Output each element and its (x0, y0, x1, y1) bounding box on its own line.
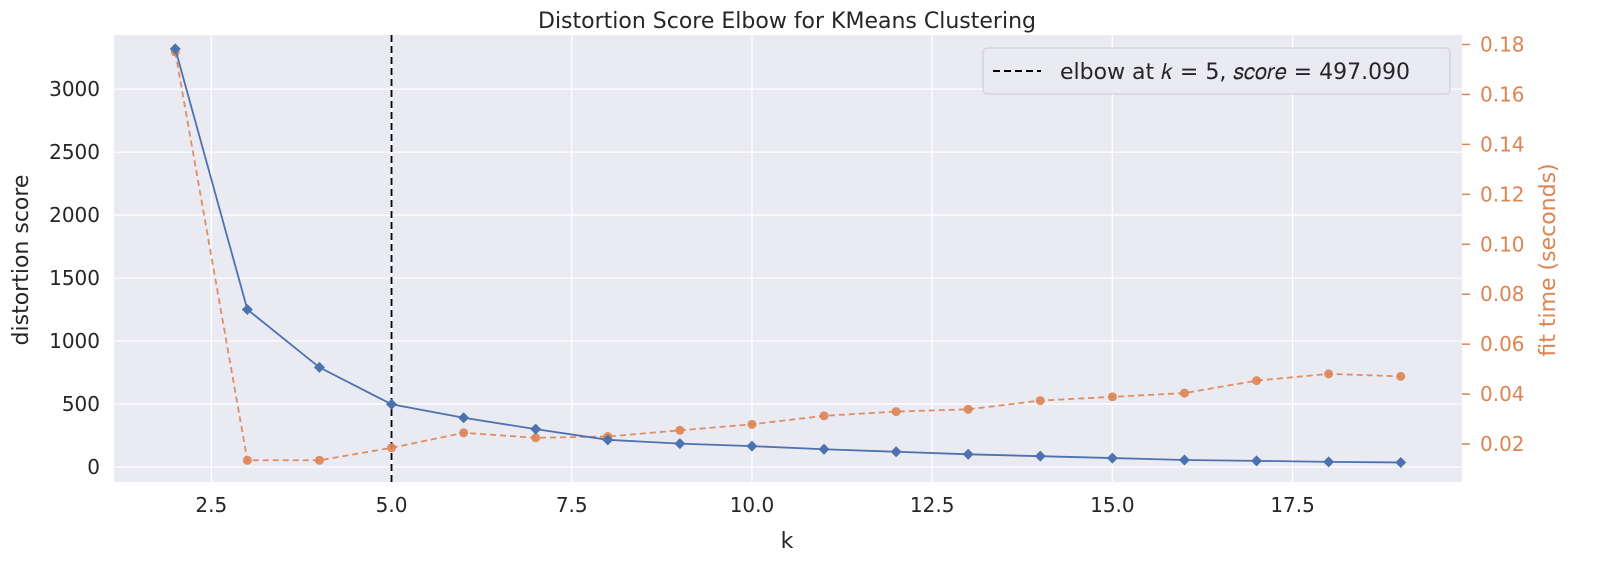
y-tick-label: 500 (62, 392, 100, 416)
y2-tick-label: 0.18 (1480, 32, 1525, 56)
y2-tick-label: 0.02 (1480, 432, 1525, 456)
y2-tick-label: 0.06 (1480, 332, 1525, 356)
distortion-point (1251, 455, 1263, 467)
fit-time-point (1396, 371, 1406, 381)
fit-time-point (314, 455, 324, 465)
y2-tick-label: 0.08 (1480, 282, 1525, 306)
legend: elbow at 𝑘 = 5, 𝑠𝑐𝑜𝑟𝑒 = 497.090 (982, 47, 1451, 95)
distortion-point (169, 43, 181, 55)
distortion-point (1178, 454, 1190, 466)
distortion-point (746, 440, 758, 452)
x-tick-label: 7.5 (556, 493, 588, 517)
legend-elbow-label: elbow at 𝑘 = 5, 𝑠𝑐𝑜𝑟𝑒 = 497.090 (1060, 60, 1410, 85)
fit-time-point (675, 425, 685, 435)
fit-time-point (963, 404, 973, 414)
distortion-point (1395, 456, 1407, 468)
y2-axis-label: fit time (seconds) (1536, 163, 1561, 356)
x-tick-label: 2.5 (195, 493, 227, 517)
y-tick-label: 1000 (49, 329, 100, 353)
y-tick-label: 0 (87, 455, 100, 479)
fit-time-point (387, 443, 397, 453)
y-tick-label: 3000 (49, 77, 100, 101)
distortion-point (530, 423, 542, 435)
distortion-point (674, 438, 686, 450)
fit-time-point (891, 407, 901, 417)
x-tick-label: 5.0 (376, 493, 408, 517)
x-tick-label: 12.5 (910, 493, 955, 517)
y-tick-label: 2500 (49, 140, 100, 164)
chart-title: Distortion Score Elbow for KMeans Cluste… (538, 9, 1036, 34)
distortion-point (602, 434, 614, 446)
y-axis-label: distortion score (9, 175, 34, 346)
plot-area (114, 35, 1462, 482)
distortion-point (386, 398, 398, 410)
fit-time-point (1179, 388, 1189, 398)
fit-time-point (1252, 376, 1262, 386)
y2-tick-label: 0.04 (1480, 382, 1525, 406)
fit-time-point (242, 455, 252, 465)
distortion-point (1034, 450, 1046, 462)
fit-time-point (1324, 369, 1334, 379)
fit-time-point (1035, 396, 1045, 406)
distortion-point (962, 448, 974, 460)
distortion-point (241, 303, 253, 315)
y2-tick-label: 0.14 (1480, 132, 1525, 156)
y-tick-label: 2000 (49, 203, 100, 227)
fit-time-point (531, 433, 541, 443)
series-layer (169, 43, 1407, 468)
y-tick-label: 1500 (49, 266, 100, 290)
x-tick-label: 10.0 (730, 493, 775, 517)
distortion-point (890, 446, 902, 458)
fit-time-point (819, 411, 829, 421)
distortion-point (818, 443, 830, 455)
x-tick-label: 17.5 (1270, 493, 1315, 517)
distortion-point (1323, 456, 1335, 468)
fit-time-point (459, 428, 469, 438)
distortion-point (1106, 452, 1118, 464)
fit-time-point (1107, 392, 1117, 402)
distortion-point (313, 361, 325, 373)
legend-box (982, 47, 1451, 95)
distortion-line (174, 48, 1401, 464)
y2-tick-label: 0.16 (1480, 82, 1525, 106)
x-axis-label: k (781, 529, 794, 554)
distortion-point (458, 412, 470, 424)
fit-time-point (747, 419, 757, 429)
y2-tick-label: 0.12 (1480, 182, 1525, 206)
tick-labels: 2.5 5.0 7.5 10.0 12.5 15.0 17.5 0 500 1000 1500 200… (49, 32, 1524, 517)
y2-tick-label: 0.10 (1480, 232, 1525, 256)
x-tick-label: 15.0 (1090, 493, 1135, 517)
